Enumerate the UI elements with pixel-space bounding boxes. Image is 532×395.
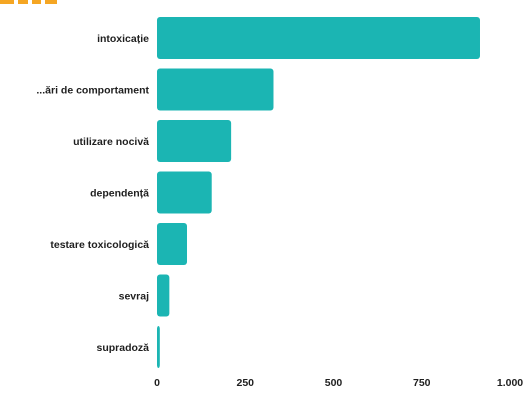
bar <box>157 274 170 317</box>
bar <box>157 223 188 265</box>
bar <box>157 17 480 59</box>
x-tick-label: 750 <box>413 377 431 389</box>
category-label: ...ări de comportament <box>36 85 149 97</box>
x-axis-ticks: 0 250 500 750 1.000 <box>154 377 523 389</box>
category-label: intoxicație <box>97 33 149 45</box>
category-label: dependență <box>90 188 149 200</box>
category-label: sevraj <box>119 291 149 303</box>
x-tick-label: 1.000 <box>497 377 523 389</box>
category-label: utilizare nocivă <box>73 136 149 148</box>
bar <box>157 326 160 368</box>
bar <box>157 68 274 111</box>
bars-group <box>157 17 480 368</box>
chart-title-fragment <box>0 0 57 4</box>
x-tick-label: 250 <box>236 377 254 389</box>
x-tick-label: 500 <box>325 377 343 389</box>
bar <box>157 171 212 214</box>
category-label: testare toxicologică <box>50 239 149 251</box>
x-tick-label: 0 <box>154 377 160 389</box>
bar <box>157 120 232 162</box>
category-labels: intoxicație ...ări de comportament utiliza… <box>36 33 149 354</box>
category-label: supradoză <box>96 342 149 354</box>
